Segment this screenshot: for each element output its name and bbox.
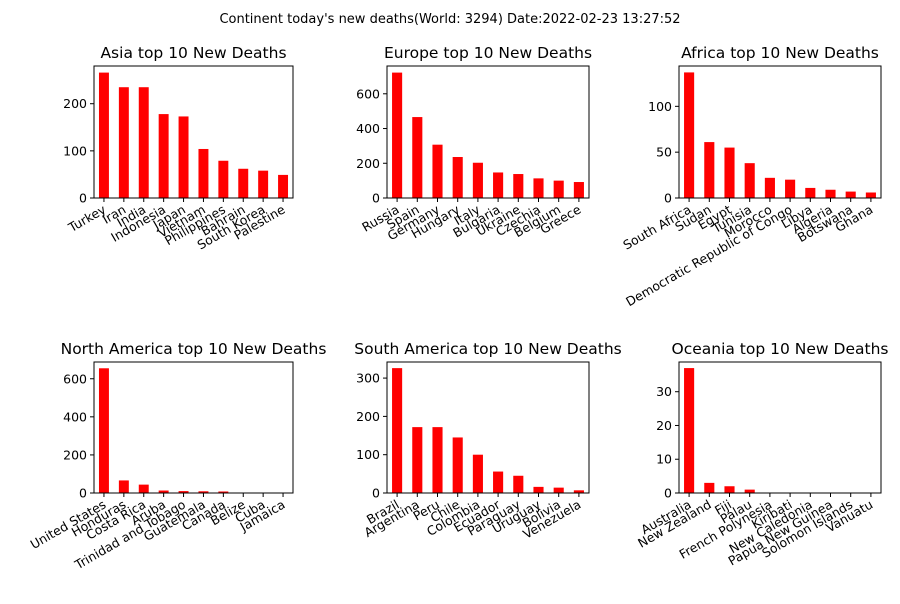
ytick-label-north-america-0: 0 bbox=[79, 486, 87, 501]
ytick-label-oceania-3: 30 bbox=[656, 384, 672, 399]
bar-europe-7 bbox=[533, 178, 543, 198]
bar-south-america-8 bbox=[554, 488, 564, 493]
bar-africa-4 bbox=[765, 178, 775, 198]
bar-africa-7 bbox=[825, 190, 835, 198]
bar-europe-5 bbox=[493, 172, 503, 198]
bar-oceania-0 bbox=[684, 368, 694, 493]
ytick-label-south-america-2: 200 bbox=[356, 409, 380, 424]
ytick-label-north-america-2: 400 bbox=[63, 409, 87, 424]
panel-title-africa: Africa top 10 New Deaths bbox=[681, 44, 879, 62]
ytick-label-south-america-1: 100 bbox=[356, 447, 380, 462]
axes-frame-oceania bbox=[679, 362, 881, 493]
bar-europe-9 bbox=[574, 182, 584, 198]
panel-title-oceania: Oceania top 10 New Deaths bbox=[672, 340, 889, 358]
panel-south-america: South America top 10 New Deaths 0 100 200 30… bbox=[354, 340, 622, 542]
ytick-label-asia-1: 100 bbox=[63, 143, 87, 158]
ytick-label-north-america-1: 200 bbox=[63, 447, 87, 462]
ytick-label-south-america-0: 0 bbox=[372, 486, 380, 501]
panel-title-north-america: North America top 10 New Deaths bbox=[61, 340, 327, 358]
panel-north-america: North America top 10 New Deaths 0 200 400 60… bbox=[28, 340, 327, 573]
bar-africa-9 bbox=[866, 193, 876, 199]
bar-south-america-1 bbox=[412, 427, 422, 493]
bar-south-america-7 bbox=[533, 487, 543, 493]
bar-asia-8 bbox=[258, 171, 268, 198]
ytick-label-north-america-3: 600 bbox=[63, 371, 87, 386]
bar-asia-5 bbox=[198, 149, 208, 198]
panel-asia: Asia top 10 New Deaths0100200TurkeyIranI… bbox=[63, 44, 293, 252]
bar-africa-6 bbox=[805, 188, 815, 198]
ytick-label-africa-1: 50 bbox=[656, 145, 672, 160]
bar-africa-2 bbox=[724, 148, 734, 198]
bar-north-america-2 bbox=[139, 485, 149, 493]
bar-asia-0 bbox=[99, 73, 109, 198]
figure-suptitle: Continent today's new deaths(World: 3294… bbox=[219, 12, 680, 27]
ytick-label-asia-0: 0 bbox=[79, 191, 87, 206]
bar-africa-8 bbox=[846, 192, 856, 198]
ytick-label-south-america-3: 300 bbox=[356, 371, 380, 386]
bar-asia-1 bbox=[119, 87, 129, 198]
ytick-label-africa-0: 0 bbox=[664, 191, 672, 206]
bar-africa-3 bbox=[745, 163, 755, 198]
ytick-label-oceania-0: 0 bbox=[664, 486, 672, 501]
bar-south-america-0 bbox=[392, 368, 402, 493]
bar-asia-2 bbox=[139, 87, 149, 198]
bar-oceania-1 bbox=[704, 483, 714, 493]
bar-oceania-2 bbox=[724, 486, 734, 493]
xtick-label-europe-9: Greece bbox=[537, 201, 583, 236]
bar-north-america-0 bbox=[99, 368, 109, 493]
ytick-label-asia-2: 200 bbox=[63, 96, 87, 111]
bar-asia-3 bbox=[159, 114, 169, 198]
panel-europe: Europe top 10 New Deaths0200400600Russia… bbox=[356, 44, 592, 243]
bar-south-america-2 bbox=[432, 427, 442, 493]
panel-title-europe: Europe top 10 New Deaths bbox=[384, 44, 592, 62]
bar-africa-0 bbox=[684, 72, 694, 198]
bar-asia-6 bbox=[218, 161, 228, 198]
bar-africa-5 bbox=[785, 180, 795, 198]
ytick-label-africa-2: 100 bbox=[648, 99, 672, 114]
axes-frame-north-america bbox=[94, 362, 293, 493]
ytick-label-europe-2: 400 bbox=[356, 121, 380, 136]
ytick-label-oceania-2: 20 bbox=[656, 418, 672, 433]
bar-europe-6 bbox=[513, 174, 523, 198]
bar-south-america-3 bbox=[453, 437, 463, 493]
bar-africa-1 bbox=[704, 142, 714, 198]
ytick-label-europe-0: 0 bbox=[372, 191, 380, 206]
ytick-label-europe-1: 200 bbox=[356, 156, 380, 171]
bar-asia-7 bbox=[238, 169, 248, 198]
bar-europe-8 bbox=[554, 181, 564, 198]
ytick-label-oceania-1: 10 bbox=[656, 452, 672, 467]
bar-oceania-3 bbox=[745, 490, 755, 493]
panel-oceania: Oceania top 10 New Deaths0102030Australi… bbox=[635, 340, 888, 568]
bar-europe-0 bbox=[392, 73, 402, 198]
ytick-label-europe-3: 600 bbox=[356, 86, 380, 101]
bar-asia-9 bbox=[278, 175, 288, 198]
bar-europe-4 bbox=[473, 163, 483, 198]
bar-south-america-4 bbox=[473, 455, 483, 493]
bar-north-america-1 bbox=[119, 480, 129, 493]
bar-south-america-6 bbox=[513, 476, 523, 493]
bar-europe-1 bbox=[412, 117, 422, 198]
panel-title-asia: Asia top 10 New Deaths bbox=[100, 44, 286, 62]
bar-asia-4 bbox=[179, 116, 189, 198]
bar-south-america-5 bbox=[493, 472, 503, 493]
panel-title-south-america: South America top 10 New Deaths bbox=[354, 340, 622, 358]
bar-europe-3 bbox=[453, 157, 463, 198]
bar-europe-2 bbox=[432, 145, 442, 198]
